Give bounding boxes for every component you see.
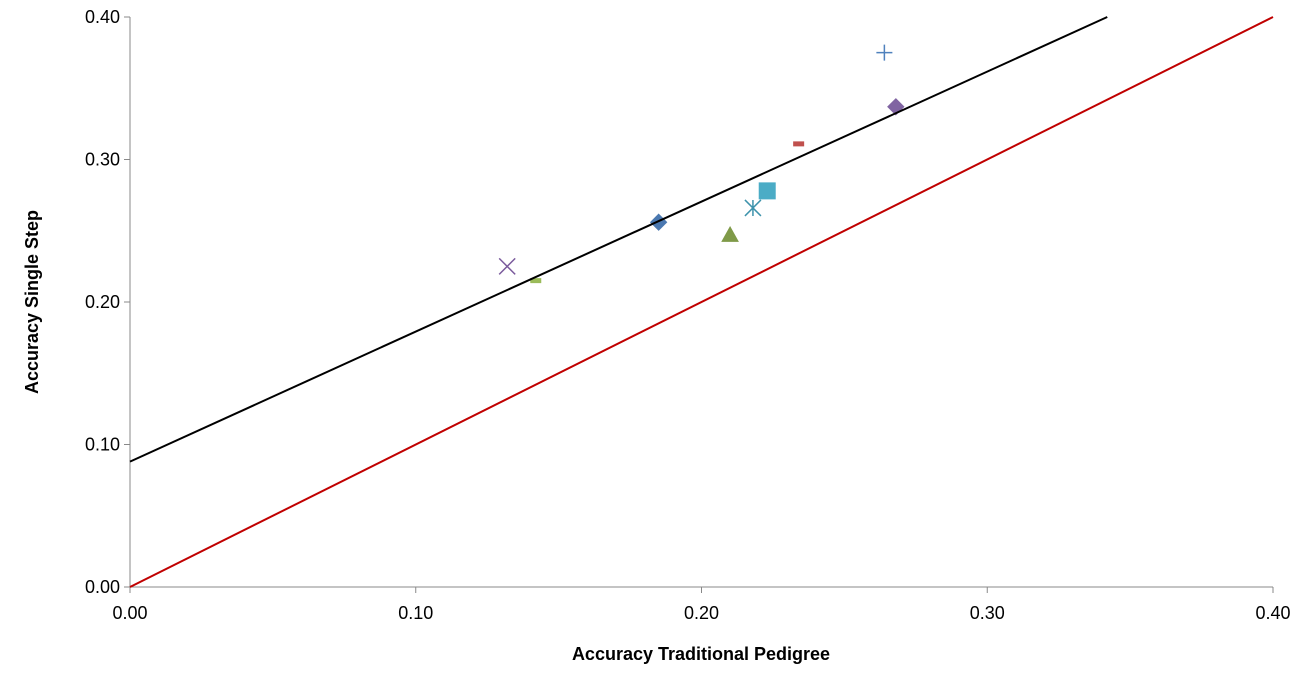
x-axis-title: Accuracy Traditional Pedigree [572,644,830,664]
marker [876,44,893,61]
marker [530,278,542,284]
marker [758,182,776,200]
trend-line [129,16,1108,463]
x-tick-label: 0.30 [970,603,1005,623]
y-tick-label: 0.20 [85,292,120,312]
y-axis-title: Accuracy Single Step [22,210,42,394]
x-tick-label: 0.10 [398,603,433,623]
marker [649,213,668,231]
marker [721,225,739,242]
marker [793,141,805,147]
marker [498,257,516,275]
y-tick-label: 0.40 [85,7,120,27]
y-tick-label: 0.10 [85,435,120,455]
trend-line [129,16,1274,588]
x-tick-label: 0.20 [684,603,719,623]
y-tick-label: 0.30 [85,150,120,170]
x-tick-label: 0.40 [1255,603,1290,623]
marker [744,199,762,217]
x-tick-label: 0.00 [112,603,147,623]
y-tick-label: 0.00 [85,577,120,597]
